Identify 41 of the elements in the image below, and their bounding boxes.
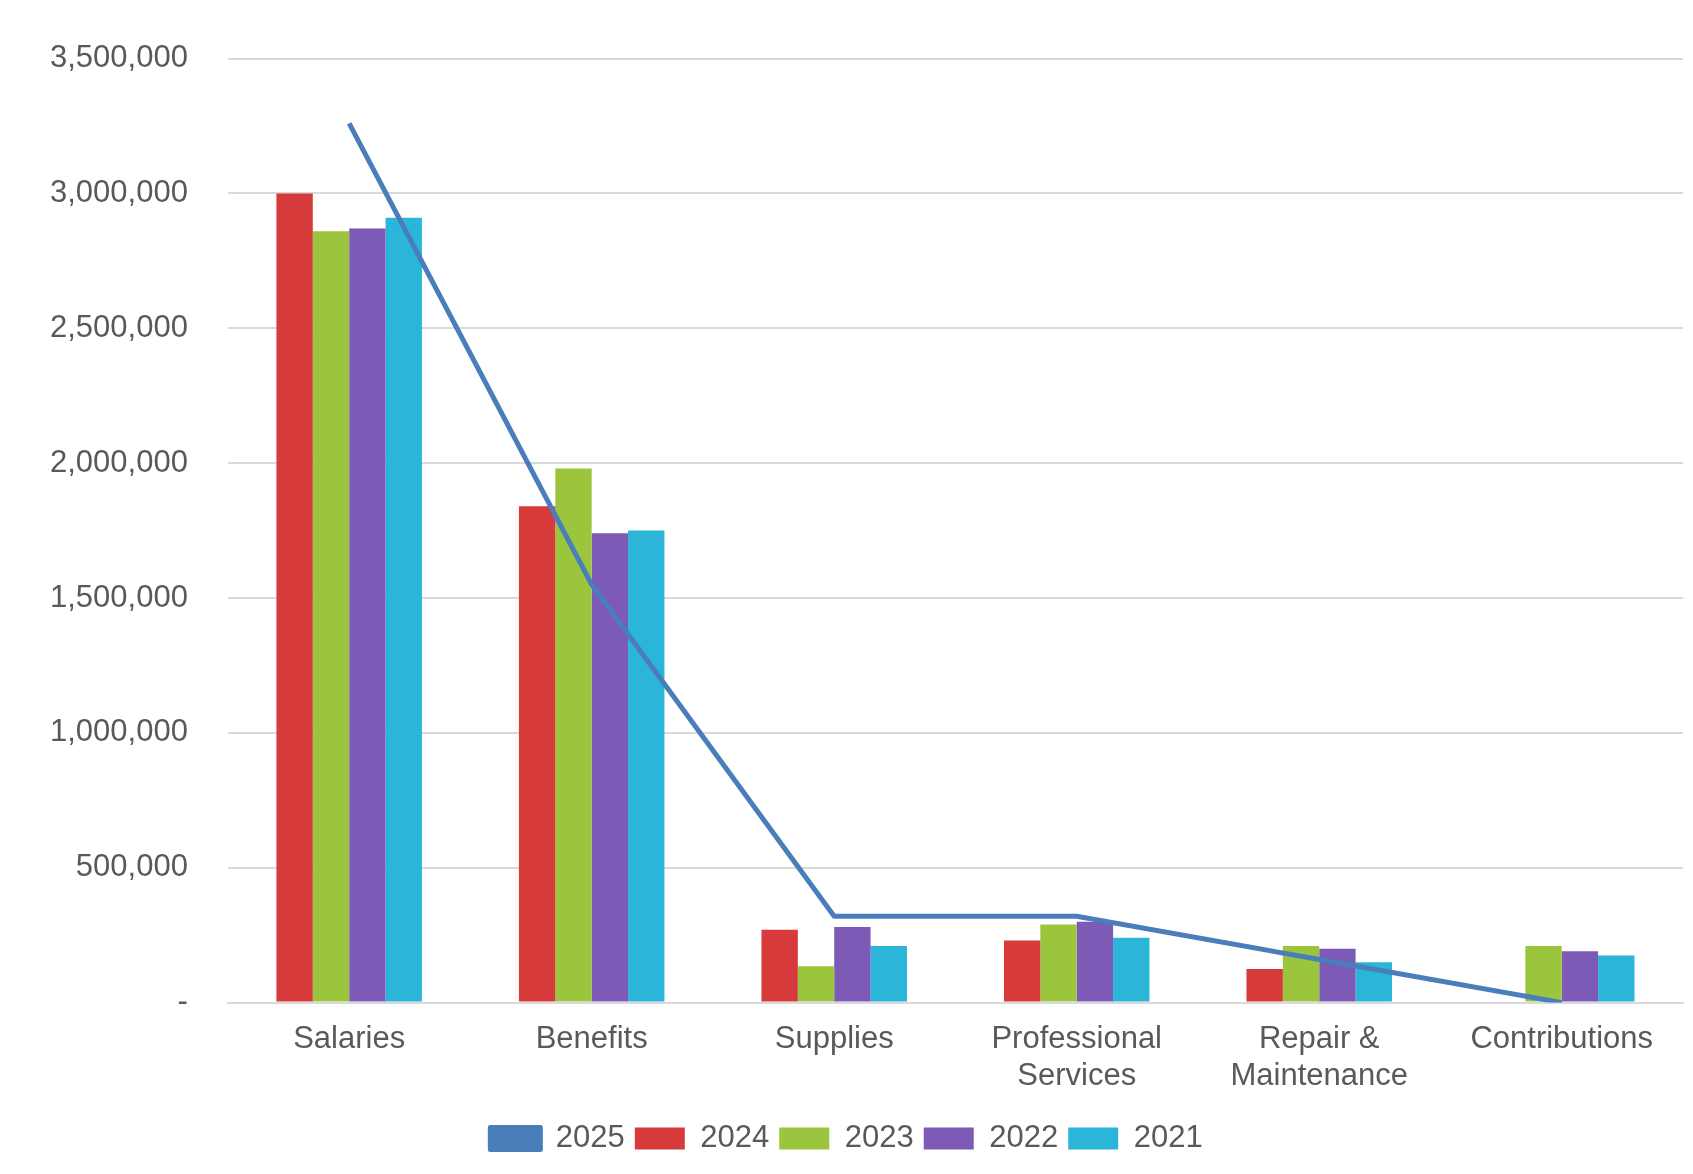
bar [385, 217, 422, 1002]
bar [1040, 924, 1077, 1002]
bar [1282, 945, 1320, 1002]
bar [1076, 921, 1114, 1002]
bar [1525, 945, 1562, 1002]
bar [628, 530, 665, 1002]
y-tick-label: 500,000 [75, 848, 188, 884]
bar [1598, 955, 1635, 1002]
y-tick-label: 3,500,000 [49, 39, 188, 75]
x-tick-label: Professional Services [991, 1019, 1163, 1092]
bar [312, 231, 350, 1002]
y-tick-label: 3,000,000 [49, 174, 188, 209]
bar [1319, 948, 1356, 1002]
legend-label: 2022 [989, 1119, 1059, 1155]
y-tick-label: - [177, 983, 188, 1019]
bar [1003, 940, 1041, 1002]
y-tick-label: 2,000,000 [49, 443, 188, 479]
legend-label: 2023 [844, 1119, 914, 1155]
x-tick-label: Supplies [774, 1019, 894, 1055]
legend-label: 2024 [700, 1119, 770, 1155]
bar [1113, 937, 1150, 1002]
bar [761, 929, 798, 1002]
y-tick-label: 1,500,000 [49, 578, 188, 614]
y-tick-label: 2,500,000 [49, 308, 188, 344]
bar [870, 945, 907, 1002]
bar [591, 533, 629, 1002]
x-tick-label: Benefits [535, 1019, 648, 1055]
bar [555, 468, 592, 1002]
x-tick-label: Contributions [1470, 1019, 1654, 1055]
bar [1246, 968, 1283, 1002]
x-tick-label: Repair & Maintenance [1230, 1019, 1408, 1092]
bar [1561, 951, 1599, 1002]
y-tick-label: 1,000,000 [49, 713, 188, 749]
bar [797, 966, 835, 1002]
legend-label: 2021 [1133, 1119, 1203, 1155]
bar [276, 193, 313, 1002]
bar [518, 506, 556, 1002]
legend-label: 2025 [555, 1119, 625, 1155]
bar [834, 927, 871, 1002]
x-tick-label: Salaries [293, 1019, 406, 1055]
bar [349, 228, 386, 1002]
